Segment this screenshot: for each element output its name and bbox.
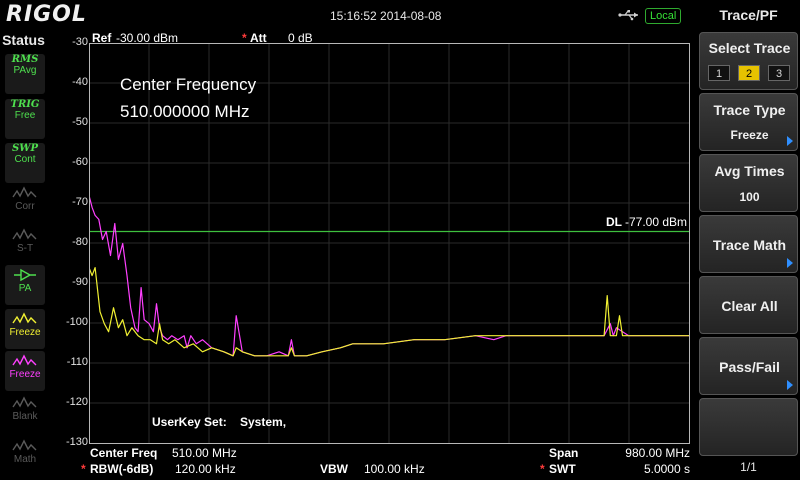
empty-softkey[interactable] <box>699 398 798 456</box>
att-coupling-mark: * <box>242 31 247 45</box>
status-item-pavg-0: RMS PAvg <box>5 54 45 94</box>
pass-fail-label: Pass/Fail <box>719 359 780 375</box>
avg-times-label: Avg Times <box>714 163 785 179</box>
brand-logo: RIGOL <box>6 2 87 27</box>
status-item-cont-2: SWP Cont <box>5 143 45 183</box>
trace-type-label: Trace Type <box>713 102 786 118</box>
avg-times-softkey[interactable]: Avg Times 100 <box>699 154 798 212</box>
attenuation-label: Att <box>250 31 267 45</box>
submenu-arrow-icon <box>787 136 793 146</box>
vbw-label: VBW <box>320 462 348 476</box>
y-tick-label: -60 <box>72 156 88 168</box>
status-item-label: S-T <box>16 243 34 254</box>
submenu-arrow-icon <box>787 258 793 268</box>
swt-coupling-mark: * <box>540 462 545 476</box>
top-bar <box>0 0 697 30</box>
swt-label: SWT <box>549 462 576 476</box>
rbw-value[interactable]: 120.00 kHz <box>175 462 236 476</box>
corr-icon <box>12 186 37 198</box>
y-tick-label: -30 <box>72 36 88 48</box>
usb-icon <box>618 10 638 21</box>
spectrum-plot[interactable] <box>89 43 690 444</box>
status-item-mode: TRIG <box>10 99 40 110</box>
vbw-value[interactable]: 100.00 kHz <box>364 462 425 476</box>
span-label: Span <box>549 446 579 460</box>
plot-frame <box>89 43 690 444</box>
center-freq-label: Center Freq <box>90 446 158 460</box>
trace-2-button[interactable]: 2 <box>738 65 760 81</box>
status-item-label: Corr <box>15 201 35 212</box>
math-icon <box>12 439 37 451</box>
status-item-label: PA <box>18 283 32 294</box>
select-trace-softkey[interactable]: Select Trace 1 2 3 <box>699 32 798 90</box>
avg-times-value: 100 <box>739 190 760 204</box>
menu-page-indicator: 1/1 <box>740 460 757 474</box>
trace-1-button[interactable]: 1 <box>708 65 730 81</box>
trace-math-label: Trace Math <box>712 237 787 253</box>
status-item-label: Cont <box>14 154 36 165</box>
clear-all-label: Clear All <box>721 298 778 314</box>
status-item-label: Math <box>13 454 37 465</box>
attenuation-value: 0 dB <box>288 31 313 45</box>
status-item-label: PAvg <box>13 65 37 76</box>
y-tick-label: -50 <box>72 116 88 128</box>
display-line-value: -77.00 dBm <box>625 215 688 229</box>
center-freq-value[interactable]: 510.00 MHz <box>172 446 237 460</box>
trace-magenta-line <box>89 195 690 357</box>
userkey-label: UserKey Set: <box>152 415 227 429</box>
st-icon <box>12 228 37 240</box>
select-trace-label: Select Trace <box>708 40 791 56</box>
submenu-arrow-icon <box>787 380 793 390</box>
status-item-label: Freeze <box>9 369 41 380</box>
status-item-label: Freeze <box>9 327 41 338</box>
ref-level-label: Ref <box>92 31 112 45</box>
status-item-freeze-6: Freeze <box>5 309 45 349</box>
y-tick-label: -100 <box>65 316 88 328</box>
status-item-mode: RMS <box>11 54 39 65</box>
userkey-value: System, <box>240 415 287 429</box>
freeze-yellow-icon <box>12 312 37 324</box>
y-tick-label: -40 <box>72 76 88 88</box>
trace-math-softkey[interactable]: Trace Math <box>699 215 798 273</box>
swt-value[interactable]: 5.0000 s <box>643 462 690 476</box>
status-item-s-t-4: S-T <box>5 225 45 265</box>
status-item-pa-5: PA <box>5 265 45 305</box>
y-tick-label: -130 <box>65 436 88 448</box>
status-panel-title: Status <box>2 32 45 48</box>
y-tick-label: -80 <box>72 236 88 248</box>
datetime-readout: 15:16:52 2014-08-08 <box>330 9 442 23</box>
y-tick-label: -110 <box>66 356 88 368</box>
status-item-mode: SWP <box>12 143 38 154</box>
y-tick-label: -120 <box>65 396 88 408</box>
span-value[interactable]: 980.00 MHz <box>625 446 690 460</box>
rbw-coupling-mark: * <box>81 462 86 476</box>
status-item-label: Blank <box>12 411 38 422</box>
menu-title: Trace/PF <box>719 7 778 23</box>
trace-type-value: Freeze <box>730 128 769 142</box>
center-frequency-title: Center Frequency <box>120 75 257 94</box>
status-item-label: Free <box>14 110 36 121</box>
status-item-free-1: TRIG Free <box>5 99 45 139</box>
status-item-freeze-7: Freeze <box>5 351 45 391</box>
freeze-magenta-icon <box>12 354 37 366</box>
trace-yellow-line <box>89 267 690 357</box>
status-item-corr-3: Corr <box>5 183 45 223</box>
y-tick-label: -90 <box>72 276 88 288</box>
status-item-blank-8: Blank <box>5 393 45 433</box>
center-frequency-value: 510.000000 MHz <box>120 102 250 121</box>
pass-fail-softkey[interactable]: Pass/Fail <box>699 337 798 395</box>
ref-level-value: -30.00 dBm <box>116 31 179 45</box>
pa-icon <box>14 268 36 282</box>
blank-icon <box>12 396 37 408</box>
status-item-math-9: Math <box>5 436 45 476</box>
clear-all-softkey[interactable]: Clear All <box>699 276 798 334</box>
trace-3-button[interactable]: 3 <box>768 65 790 81</box>
trace-type-softkey[interactable]: Trace Type Freeze <box>699 93 798 151</box>
remote-status-badge: Local <box>645 8 682 24</box>
y-tick-label: -70 <box>72 196 88 208</box>
display-line-label: DL <box>606 215 622 229</box>
rbw-label: RBW(-6dB) <box>90 462 154 476</box>
